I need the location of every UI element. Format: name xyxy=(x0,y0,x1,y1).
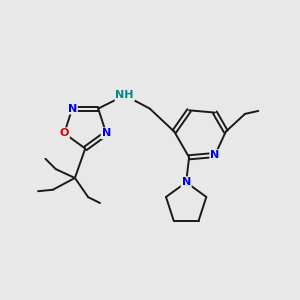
Text: NH: NH xyxy=(116,90,134,100)
Text: O: O xyxy=(59,128,69,138)
Text: N: N xyxy=(210,150,220,160)
Text: N: N xyxy=(68,103,77,114)
Text: N: N xyxy=(182,177,191,187)
Text: N: N xyxy=(102,128,111,138)
